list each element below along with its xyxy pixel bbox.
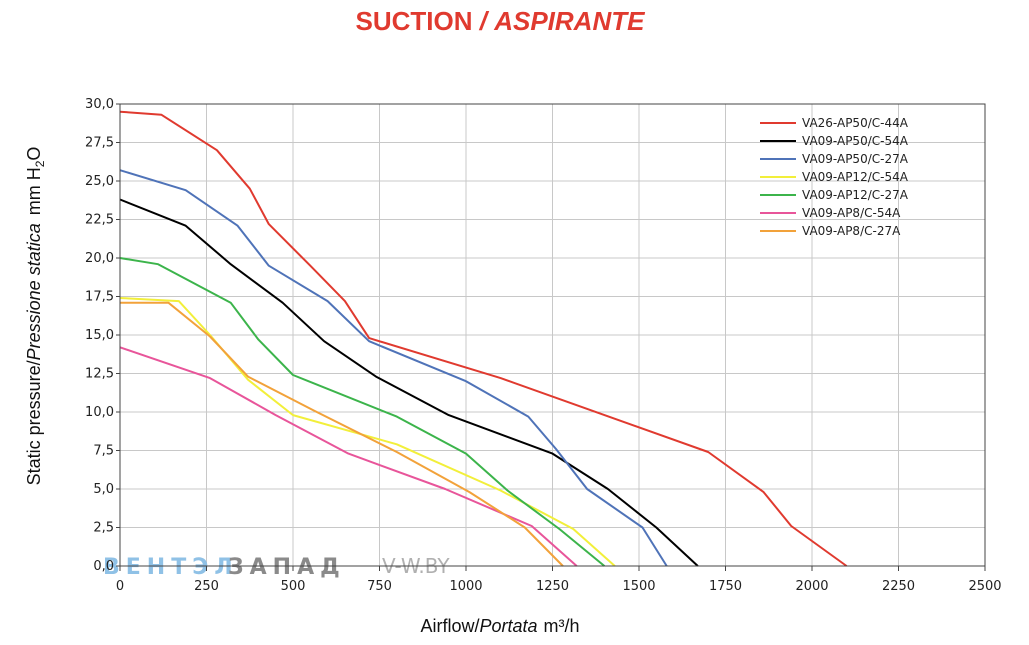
- y-tick-label: 15,0: [85, 328, 114, 343]
- series-line-2: [119, 198, 699, 567]
- y-tick-label: 17,5: [85, 290, 114, 305]
- legend-label: VA09-AP50/C-54A: [802, 134, 909, 148]
- series-line-3: [119, 169, 668, 567]
- y-tick-label: 20,0: [85, 251, 114, 266]
- plot-frame: [119, 103, 986, 567]
- title-italic: ASPIRANTE: [494, 6, 645, 36]
- watermark: ВЕНТЭЛ ЗАПАД V-W.BY: [103, 554, 450, 580]
- legend: VA26-AP50/C-44A VA09-AP50/C-54A VA09-AP50/…: [760, 116, 909, 238]
- title-separator: /: [479, 6, 487, 36]
- series-line-1: [119, 110, 848, 567]
- series-line-7: [120, 301, 564, 567]
- y-tick-label: 22,5: [85, 213, 114, 228]
- x-tick-label: 500: [281, 579, 306, 594]
- x-tick-label: 2250: [882, 579, 915, 594]
- legend-label: VA26-AP50/C-44A: [802, 116, 909, 130]
- y-tick-label: 5,0: [93, 482, 114, 497]
- watermark-part2: ЗАПАД: [228, 555, 346, 580]
- x-tick-label: 1750: [709, 579, 742, 594]
- x-tick-label: 1000: [449, 579, 482, 594]
- legend-label: VA09-AP12/C-27A: [802, 188, 909, 202]
- y-tick-label: 25,0: [85, 174, 114, 189]
- x-axis-title: Airflow/Portata m³/h: [420, 616, 579, 636]
- x-tick-label: 250: [194, 579, 219, 594]
- y-tick-label: 27,5: [85, 136, 114, 151]
- axis-layer: 0,0 2,5 5,0 7,5 10,0 12,5 15,0 17,5 20,0 22,5 25,0…: [85, 97, 1002, 594]
- series-layer: [119, 110, 848, 567]
- legend-label: VA09-AP12/C-54A: [802, 170, 909, 184]
- y-tick-label: 2,5: [93, 521, 114, 536]
- series-line-6: [119, 346, 578, 567]
- page-title: SUCTION / ASPIRANTE: [0, 6, 1000, 37]
- y-axis-title: Static pressure/Pressione staticamm H2O: [24, 147, 47, 486]
- x-tick-label: 2000: [795, 579, 828, 594]
- x-tick-label: 2500: [968, 579, 1001, 594]
- series-line-5: [119, 257, 606, 567]
- legend-label: VA09-AP50/C-27A: [802, 152, 909, 166]
- y-tick-label: 30,0: [85, 97, 114, 112]
- y-tick-label: 10,0: [85, 405, 114, 420]
- legend-label: VA09-AP8/C-27A: [802, 224, 901, 238]
- y-tick-label: 12,5: [85, 367, 114, 382]
- x-tick-label: 1250: [536, 579, 569, 594]
- legend-label: VA09-AP8/C-54A: [802, 206, 901, 220]
- x-tick-label: 1500: [622, 579, 655, 594]
- y-tick-label: 0,0: [93, 559, 114, 574]
- x-tick-label: 750: [367, 579, 392, 594]
- x-tick-label: 0: [116, 579, 124, 594]
- watermark-part1: ВЕНТЭЛ: [103, 555, 239, 580]
- title-main: SUCTION: [355, 6, 473, 36]
- series-line-4: [119, 297, 616, 567]
- y-tick-label: 7,5: [93, 444, 114, 459]
